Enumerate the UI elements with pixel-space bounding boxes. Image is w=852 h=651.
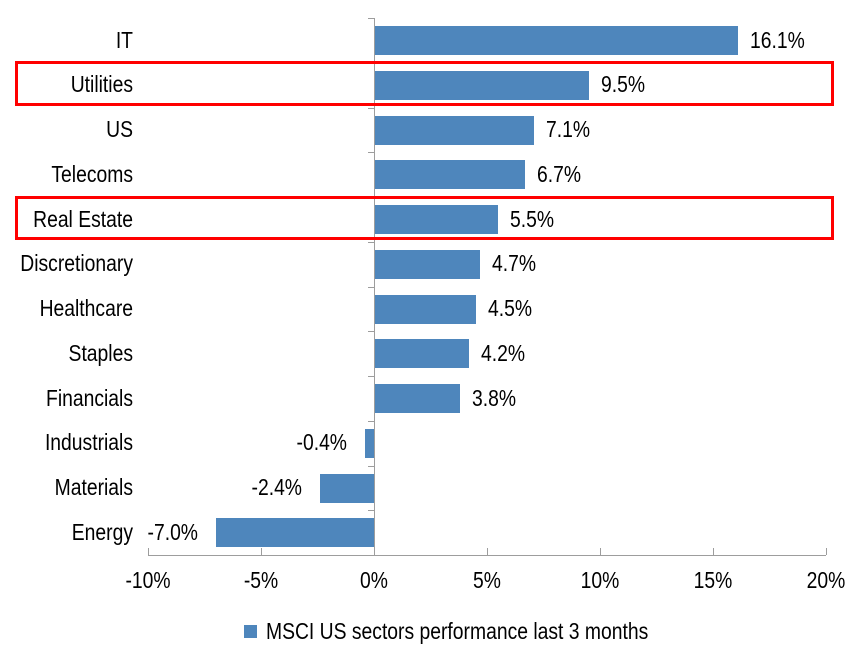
legend-label: MSCI US sectors performance last 3 month… [266, 618, 649, 644]
bar [374, 160, 526, 190]
y-axis-tick [368, 420, 374, 422]
x-tick-label: 20% [806, 567, 846, 593]
y-axis-tick [368, 465, 374, 467]
x-tick-label: 0% [360, 567, 388, 593]
category-label: Financials [46, 384, 133, 411]
value-label: 9.5% [600, 71, 645, 98]
value-label: 5.5% [510, 205, 555, 232]
y-axis-tick [368, 286, 374, 288]
highlight-box [15, 195, 834, 241]
y-axis-tick [368, 376, 374, 377]
value-label: 4.5% [487, 295, 532, 322]
legend-marker-icon [244, 625, 257, 639]
bar [374, 26, 738, 55]
bar [374, 205, 499, 234]
category-label: Energy [71, 518, 133, 545]
y-axis-tick [368, 18, 374, 19]
y-axis-line [374, 18, 375, 555]
value-label: -7.0% [147, 518, 198, 545]
value-label: -0.4% [296, 429, 347, 456]
category-label: Industrials [44, 429, 133, 456]
x-axis-tick [261, 548, 262, 555]
x-axis-tick [487, 548, 488, 555]
bar [319, 473, 374, 503]
x-axis-tick [826, 548, 827, 555]
y-axis-tick [368, 331, 374, 333]
category-label: Utilities [70, 71, 133, 98]
category-label: Staples [68, 339, 133, 366]
bar [215, 518, 374, 548]
bar [374, 115, 535, 145]
bar [374, 294, 476, 324]
value-label: -2.4% [251, 474, 302, 501]
category-label: Healthcare [39, 295, 133, 322]
x-tick-label: 15% [693, 567, 733, 593]
x-tick-label: -10% [125, 567, 171, 593]
value-label: 4.7% [492, 250, 537, 277]
bar [374, 339, 469, 369]
x-tick-label: 5% [473, 567, 501, 593]
x-tick-label: 10% [580, 567, 620, 593]
x-axis-line [148, 555, 826, 556]
y-axis-tick [368, 107, 374, 109]
bar [374, 249, 481, 279]
x-tick-label: -5% [243, 567, 279, 593]
y-axis-tick [368, 152, 374, 154]
value-label: 3.8% [471, 384, 516, 411]
value-label: 6.7% [537, 160, 582, 187]
highlight-box [15, 61, 834, 106]
x-axis-tick [148, 548, 149, 555]
category-label: Telecoms [51, 160, 133, 187]
bar [374, 70, 589, 100]
legend: MSCI US sectors performance last 3 month… [244, 618, 721, 644]
category-label: Discretionary [20, 250, 133, 277]
y-axis-tick [368, 510, 374, 512]
bar [374, 384, 460, 413]
y-axis-tick [368, 241, 374, 243]
value-label: 16.1% [749, 26, 805, 53]
value-label: 4.2% [480, 339, 525, 366]
category-label: IT [115, 26, 133, 53]
category-label: US [106, 116, 133, 143]
x-axis-tick [374, 548, 375, 555]
x-axis-tick [600, 548, 601, 555]
x-axis-tick [713, 548, 714, 555]
category-label: Real Estate [33, 205, 133, 232]
category-label: Materials [54, 474, 133, 501]
value-label: 7.1% [546, 116, 591, 143]
bar [364, 428, 374, 458]
